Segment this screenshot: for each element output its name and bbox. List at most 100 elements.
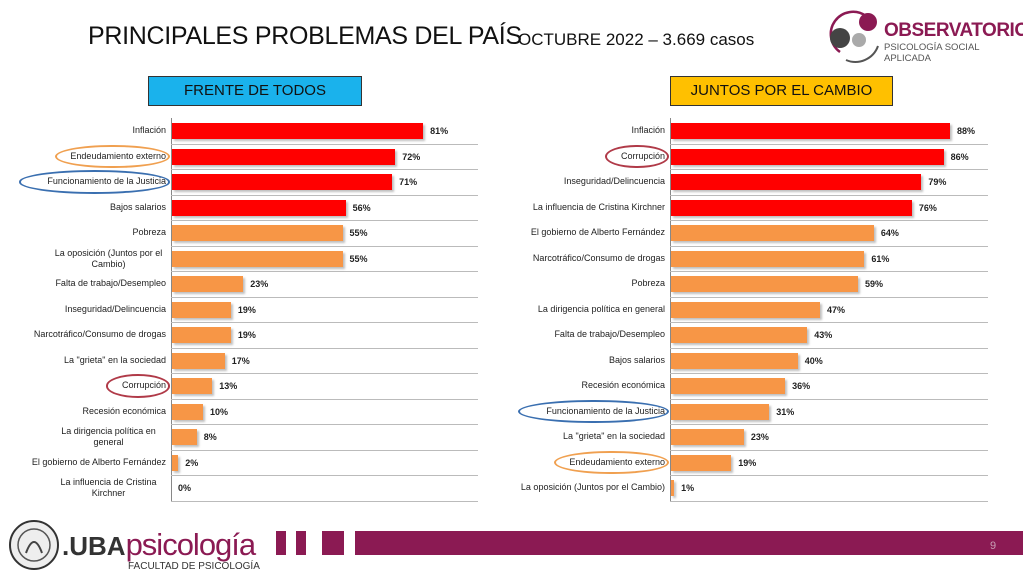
gridline xyxy=(670,271,988,272)
data-label: 8% xyxy=(203,432,217,442)
category-label: La oposición (Juntos por el Cambio) xyxy=(520,482,665,492)
category-label: La influencia de Cristina Kirchner xyxy=(532,201,665,212)
data-label: 10% xyxy=(210,406,229,417)
category-label: Bajos salarios xyxy=(109,201,166,212)
bar xyxy=(172,378,213,394)
uba-psicologia-logo: .UBApsicología xyxy=(62,527,256,563)
bar xyxy=(172,174,393,190)
data-label: 76% xyxy=(918,202,937,213)
category-label: La dirigencia política en general xyxy=(61,426,156,447)
data-label: 55% xyxy=(349,253,368,264)
highlight-ring xyxy=(106,374,170,398)
gridline xyxy=(171,169,478,170)
bar xyxy=(671,480,675,496)
highlight-ring xyxy=(517,399,669,423)
footer: .UBApsicología FACULTAD DE PSICOLOGÍA 9 xyxy=(0,515,1023,577)
bar xyxy=(671,276,859,292)
bar xyxy=(172,403,203,420)
gridline xyxy=(670,322,988,323)
data-label: 40% xyxy=(804,355,823,366)
bar xyxy=(172,123,424,139)
gridline xyxy=(171,194,478,196)
gridline xyxy=(670,194,988,196)
bar xyxy=(671,429,744,445)
footer-band xyxy=(355,531,1023,555)
data-label: 72% xyxy=(402,151,421,162)
category-label: La oposición (Juntos por el Cambio) xyxy=(54,247,163,269)
page-title: PRINCIPALES PROBLEMAS DEL PAÍS xyxy=(88,22,522,50)
category-label: La "grieta" en la sociedad xyxy=(563,431,665,441)
gridline xyxy=(171,220,478,221)
data-label: 17% xyxy=(231,355,250,366)
bar xyxy=(671,352,798,369)
decor-bar xyxy=(296,531,306,555)
decor-bar xyxy=(322,531,344,555)
category-label: Bajos salarios xyxy=(608,354,665,365)
highlight-ring xyxy=(554,450,669,474)
bar xyxy=(671,301,820,318)
bar xyxy=(172,352,225,369)
category-label: El gobierno de Alberto Fernández xyxy=(530,227,665,237)
data-label: 19% xyxy=(738,457,757,468)
data-label: 88% xyxy=(956,126,975,136)
category-label: Falta de trabajo/Desempleo xyxy=(55,278,166,288)
bar xyxy=(671,225,874,241)
data-label: 1% xyxy=(681,483,695,493)
data-label: 13% xyxy=(219,381,238,391)
category-label: El gobierno de Alberto Fernández xyxy=(31,456,166,467)
gridline xyxy=(171,322,478,323)
category-label: Inflación xyxy=(132,125,166,135)
bar xyxy=(172,429,197,445)
bar xyxy=(172,199,346,216)
faculty-name: FACULTAD DE PSICOLOGÍA xyxy=(128,561,260,572)
bar xyxy=(671,148,944,165)
decor-bar xyxy=(276,531,286,555)
gridline xyxy=(171,296,478,298)
category-label: La influencia de Cristina Kirchner xyxy=(60,477,157,498)
bar xyxy=(172,454,179,471)
bar xyxy=(172,250,343,267)
chart-title-juntos-por-el-cambio: JUNTOS POR EL CAMBIO xyxy=(670,76,893,106)
bar xyxy=(172,327,231,343)
data-label: 2% xyxy=(185,457,199,468)
gridline xyxy=(670,424,988,425)
bar xyxy=(671,403,770,420)
bar xyxy=(671,454,732,471)
bar xyxy=(172,148,396,165)
bar xyxy=(671,123,950,139)
category-label: La dirigencia política en general xyxy=(537,303,665,314)
gridline xyxy=(171,475,478,476)
gridline xyxy=(171,424,478,425)
gridline xyxy=(670,245,988,247)
data-label: 19% xyxy=(237,330,256,340)
highlight-ring xyxy=(55,144,170,168)
category-label: Recesión económica xyxy=(581,380,665,390)
bar xyxy=(671,199,912,216)
data-label: 81% xyxy=(430,126,449,136)
data-label: 56% xyxy=(352,202,371,213)
data-label: 86% xyxy=(950,151,969,162)
bar xyxy=(671,174,922,190)
bar xyxy=(172,225,343,241)
data-label: 36% xyxy=(792,381,811,391)
gridline xyxy=(670,220,988,221)
bar xyxy=(671,327,808,343)
category-label: Recesión económica xyxy=(82,405,166,416)
y-axis xyxy=(171,118,172,501)
data-label: 59% xyxy=(865,279,884,289)
category-label: Inseguridad/Delincuencia xyxy=(64,303,166,314)
data-label: 47% xyxy=(826,304,845,315)
gridline xyxy=(171,500,478,502)
gridline xyxy=(171,347,478,349)
data-label: 55% xyxy=(349,228,368,238)
category-label: Pobreza xyxy=(132,227,166,237)
category-label: Falta de trabajo/Desempleo xyxy=(554,329,665,339)
data-label: 43% xyxy=(814,330,833,340)
gridline xyxy=(171,398,478,400)
observatorio-logo: OBSERVATORIO PSICOLOGÍA SOCIAL APLICADA xyxy=(826,8,1023,66)
data-label: 19% xyxy=(237,304,256,315)
observatorio-logo-icon xyxy=(829,10,879,63)
data-label: 23% xyxy=(250,279,269,289)
bar xyxy=(671,250,865,267)
category-label: Inflación xyxy=(631,125,665,135)
